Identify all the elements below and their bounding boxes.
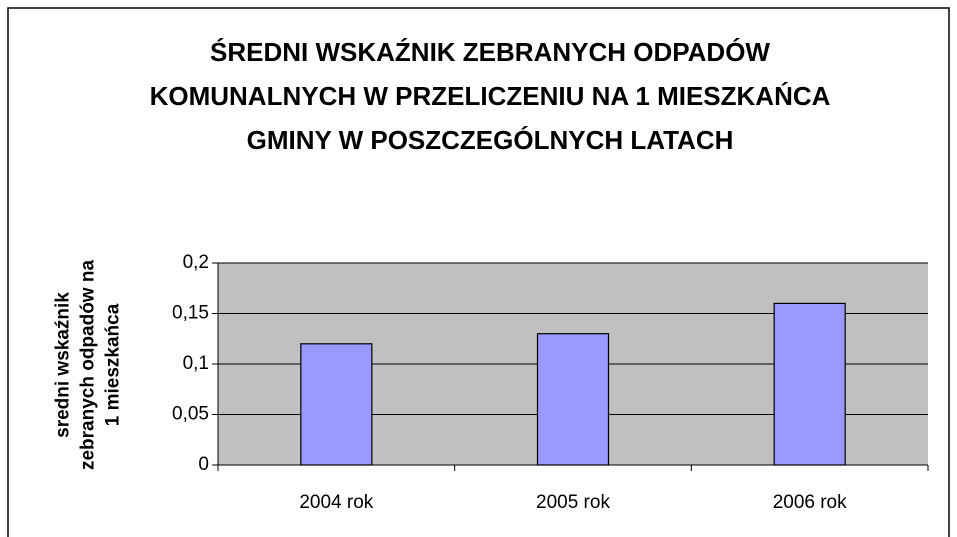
bar [300, 343, 373, 466]
x-tick-label: 2004 rok [299, 492, 373, 513]
bar [773, 302, 846, 466]
y-tick-label: 0 [198, 454, 209, 475]
bar [536, 333, 610, 466]
y-tick-label: 0,2 [183, 252, 209, 273]
y-tick-label: 0,05 [172, 404, 209, 425]
x-tick-label: 2006 rok [773, 492, 847, 513]
chart-border [7, 7, 950, 537]
chart-title: ŚREDNI WSKAŹNIK ZEBRANYCH ODPADÓW KOMUNA… [149, 37, 831, 155]
y-tick-label: 0,15 [172, 303, 209, 324]
y-axis-label: sredni wskaźnik zebranych odpadów na 1 m… [52, 259, 124, 471]
y-tick-label: 0,1 [183, 353, 209, 374]
x-tick-label: 2005 rok [536, 492, 610, 513]
